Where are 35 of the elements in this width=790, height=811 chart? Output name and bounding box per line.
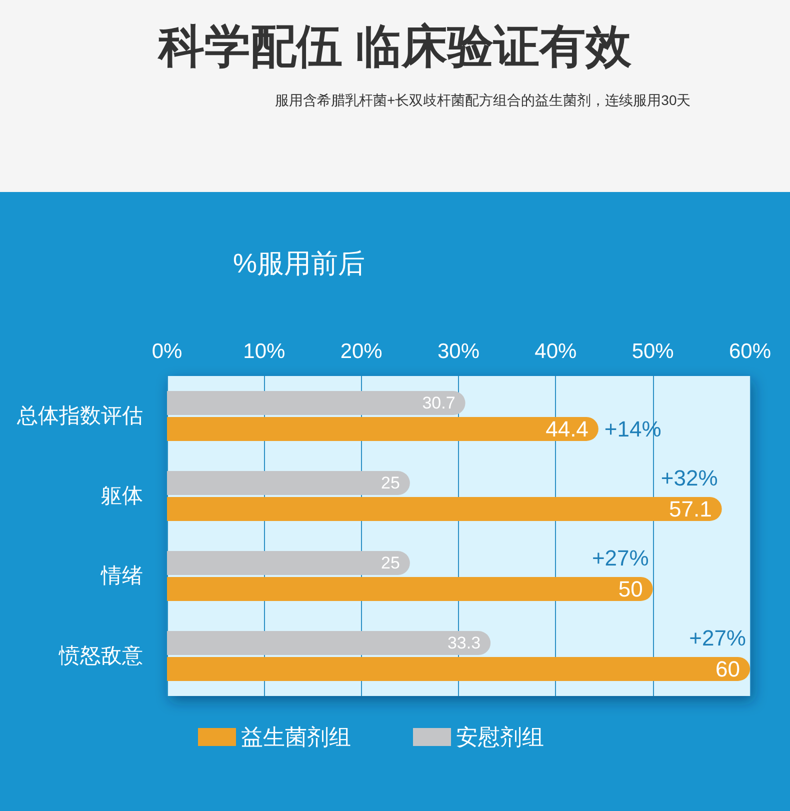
y-tick-label: 总体指数评估 (16, 404, 143, 428)
bar (167, 391, 466, 416)
bar (167, 416, 598, 441)
data-label: 50 (618, 576, 643, 602)
data-label: 60 (716, 656, 740, 682)
y-tick-label: 情绪 (100, 564, 143, 588)
data-label: 33.3 (447, 634, 481, 653)
data-label: 25 (380, 474, 400, 493)
x-tick-label: 60% (728, 340, 772, 363)
bar (167, 551, 410, 576)
data-label: 57.1 (668, 496, 712, 522)
data-label: 30.7 (422, 394, 456, 413)
chart-subtitle: 服用含希腊乳杆菌+长双歧杆菌配方组合的益生菌剂，连续服用30天 (275, 92, 691, 108)
y-tick-label: 愤怒敌意 (58, 644, 143, 668)
bar (167, 496, 722, 521)
chart-title: 科学配伍 临床验证有效 (156, 20, 632, 72)
legend-label: 益生菌剂组 (241, 724, 351, 750)
data-label: 25 (380, 554, 400, 573)
bar (167, 576, 653, 601)
bar (167, 631, 491, 656)
y-tick-label: 躯体 (101, 484, 143, 508)
x-tick-label: 40% (534, 340, 577, 363)
x-tick-label: 10% (243, 340, 286, 363)
x-tick-label: 0% (152, 340, 182, 363)
bar (167, 656, 750, 681)
annotation: +32% (660, 466, 718, 490)
x-tick-label: 50% (632, 340, 674, 363)
annotation: +27% (592, 546, 649, 570)
bar (167, 471, 410, 496)
data-label: 44.4 (546, 416, 588, 442)
annotation: +27% (689, 626, 746, 650)
x-tick-label: 20% (340, 340, 382, 363)
x-tick-label: 30% (437, 340, 480, 363)
legend-label: 安慰剂组 (456, 724, 544, 750)
x-axis-title: %服用前后 (233, 248, 366, 278)
